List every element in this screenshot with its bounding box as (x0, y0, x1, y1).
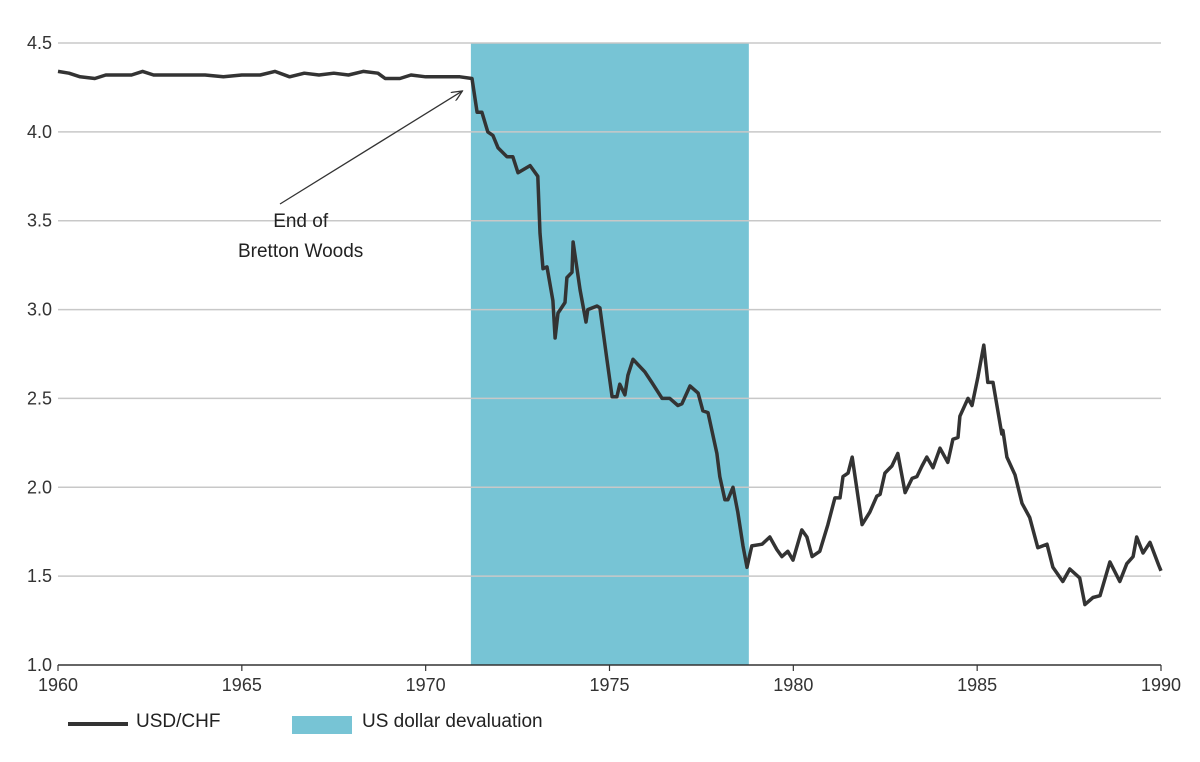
annotation-line-2: Bretton Woods (238, 241, 363, 262)
legend: USD/CHF US dollar devaluation (68, 711, 543, 734)
x-tick-label: 1980 (773, 675, 813, 695)
usd-chf-line (57, 69, 1163, 607)
y-tick-label: 1.5 (27, 566, 52, 586)
y-tick-label: 4.0 (27, 122, 52, 142)
devaluation-shaded-region (470, 43, 749, 665)
y-tick-label: 2.5 (27, 388, 52, 408)
y-tick-label: 4.5 (27, 33, 52, 53)
legend-label-usd-chf: USD/CHF (136, 711, 220, 732)
x-tick-label: 1990 (1141, 675, 1181, 695)
x-tick-label: 1970 (406, 675, 446, 695)
x-tick-label: 1965 (222, 675, 262, 695)
y-tick-label: 1.0 (27, 655, 52, 675)
y-tick-label: 3.5 (27, 211, 52, 231)
y-tick-label: 3.0 (27, 300, 52, 320)
x-tick-label: 1975 (589, 675, 629, 695)
y-tick-label: 2.0 (27, 477, 52, 497)
annotation: End of Bretton Woods (238, 91, 462, 262)
annotation-line-1: End of (273, 211, 329, 232)
legend-area-swatch (292, 716, 352, 734)
x-tick-label: 1985 (957, 675, 997, 695)
x-tick-label: 1960 (38, 675, 78, 695)
annotation-arrow (279, 91, 462, 205)
legend-label-devaluation: US dollar devaluation (362, 711, 543, 732)
